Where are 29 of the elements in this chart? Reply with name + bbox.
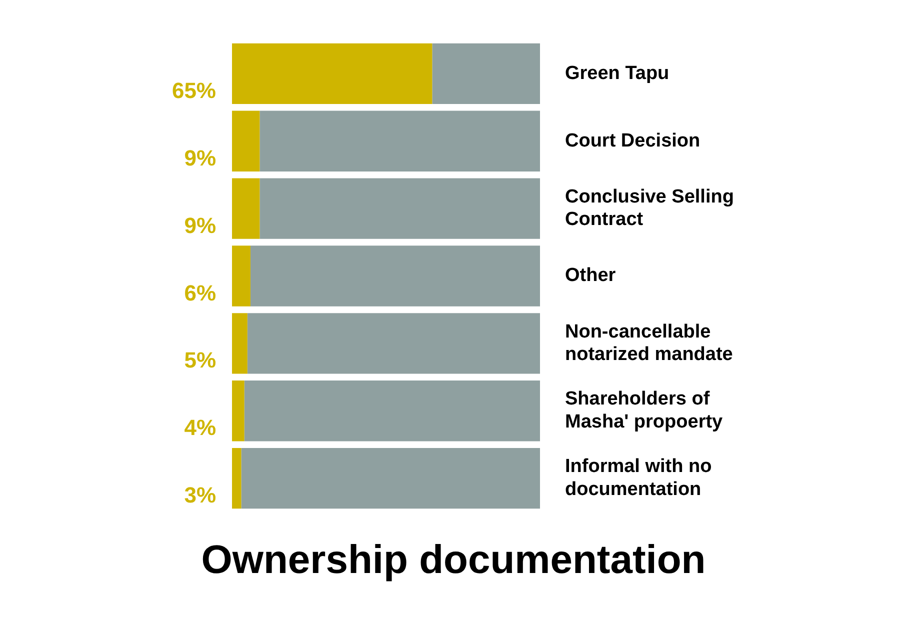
bar bbox=[250, 246, 540, 306]
bar bbox=[244, 380, 540, 442]
y-tick-label: Informal with no documentation bbox=[565, 456, 712, 500]
text: Ownership documentation bbox=[201, 538, 706, 582]
bar bbox=[232, 178, 260, 239]
bar bbox=[232, 313, 248, 374]
bar bbox=[232, 246, 250, 306]
y-tick-label: Conclusive Selling Contract bbox=[565, 186, 734, 230]
bar bbox=[260, 178, 540, 239]
bar bbox=[432, 43, 540, 104]
y-tick-label: Non-cancellable notarized mandate bbox=[565, 321, 733, 366]
bar bbox=[241, 448, 540, 509]
data-label: 4% bbox=[184, 415, 216, 440]
bar bbox=[232, 43, 432, 104]
y-tick-label: Green Tapu bbox=[565, 62, 670, 84]
data-label: 9% bbox=[184, 212, 216, 238]
y-tick-label: Shareholders of Masha' propoerty bbox=[565, 388, 724, 432]
bar bbox=[232, 380, 244, 442]
bar bbox=[260, 110, 540, 172]
y-tick-label: Other bbox=[565, 265, 616, 286]
data-label: 65% bbox=[172, 78, 216, 103]
data-label: 6% bbox=[184, 280, 216, 306]
bar bbox=[232, 448, 242, 509]
data-label: 5% bbox=[184, 348, 216, 373]
data-label: 3% bbox=[184, 482, 216, 508]
y-tick-label: Court Decision bbox=[565, 130, 700, 152]
bar bbox=[247, 313, 540, 374]
bar bbox=[232, 110, 260, 172]
data-label: 9% bbox=[184, 145, 216, 170]
